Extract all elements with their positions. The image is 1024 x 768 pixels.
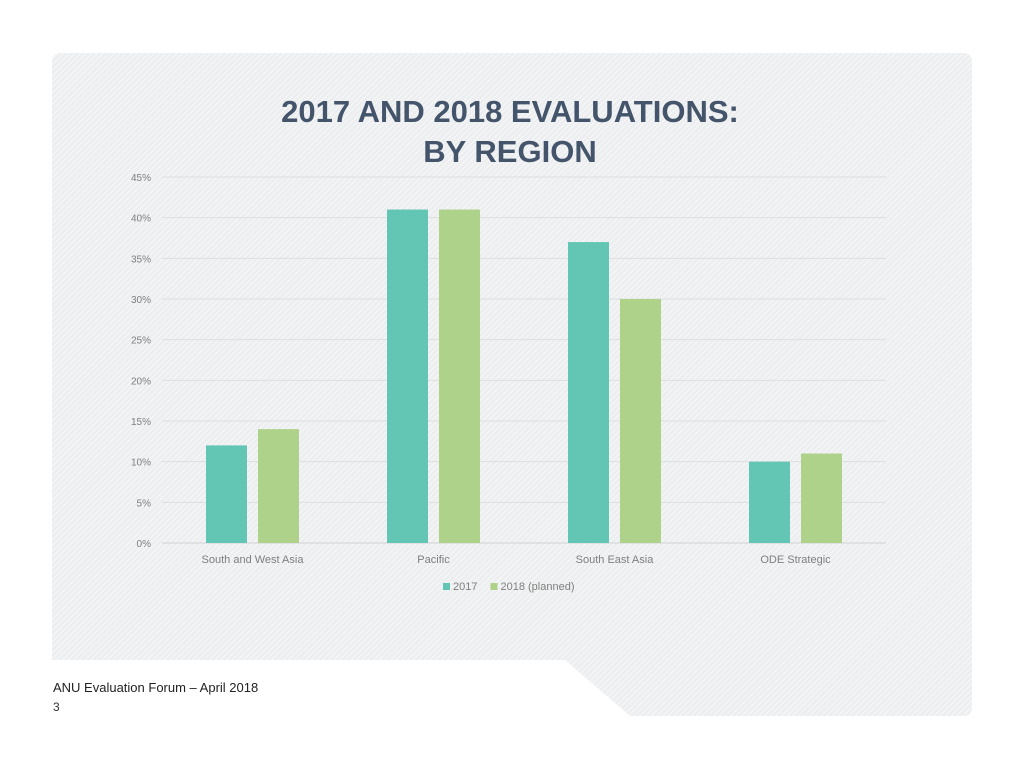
y-tick-label: 20% (131, 376, 151, 387)
x-tick-label: ODE Strategic (760, 554, 831, 566)
y-tick-label: 40% (131, 214, 151, 225)
slide-background-panel (52, 53, 972, 716)
x-tick-label: Pacific (417, 554, 450, 566)
x-tick-label: South and West Asia (202, 554, 305, 566)
x-tick-label: South East Asia (576, 554, 655, 566)
y-tick-label: 35% (131, 254, 151, 265)
y-tick-label: 45% (131, 173, 151, 184)
chart-title: 2017 AND 2018 EVALUATIONS: BY REGION (160, 92, 860, 172)
y-tick-label: 15% (131, 417, 151, 428)
chart-title-line-2: BY REGION (423, 134, 597, 169)
bar (801, 453, 842, 543)
y-tick-label: 30% (131, 295, 151, 306)
legend-swatch (443, 583, 450, 590)
y-tick-label: 0% (137, 539, 152, 550)
legend-swatch (490, 583, 498, 590)
legend-label: 2017 (453, 581, 477, 593)
footer-text: ANU Evaluation Forum – April 2018 (53, 680, 259, 695)
y-tick-label: 10% (131, 458, 151, 469)
y-tick-label: 5% (137, 498, 152, 509)
y-tick-label: 25% (131, 336, 151, 347)
bar (439, 209, 480, 544)
chart-title-line-1: 2017 AND 2018 EVALUATIONS: (281, 94, 739, 129)
bar (206, 445, 247, 543)
bar (387, 209, 428, 544)
page-number: 3 (53, 700, 60, 714)
bar (749, 461, 790, 543)
bar (258, 429, 299, 543)
bar (568, 242, 609, 544)
legend-label: 2018 (planned) (500, 581, 574, 593)
bar (620, 299, 661, 543)
